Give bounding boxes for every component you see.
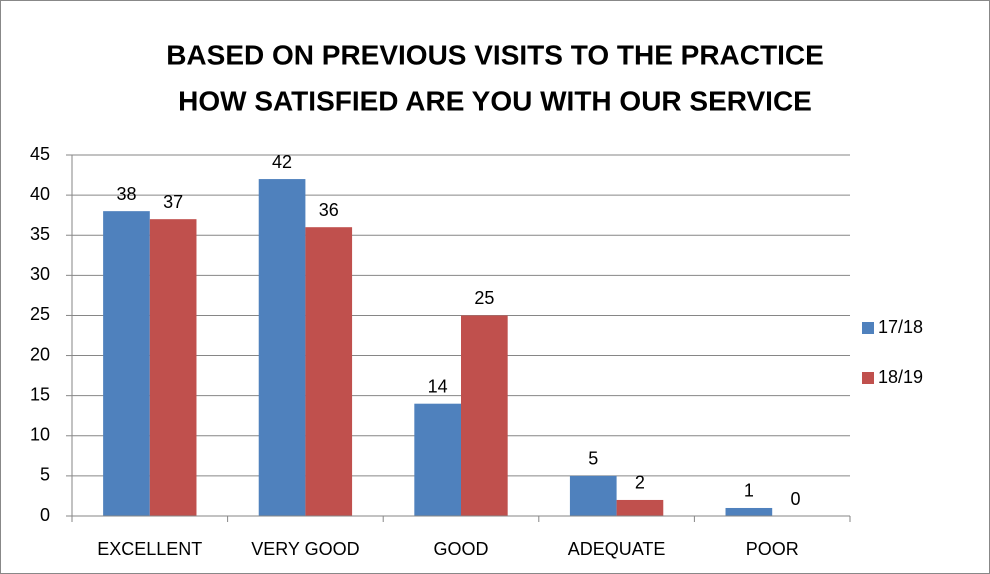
y-tick-label: 35	[30, 224, 50, 244]
y-tick-label: 0	[40, 505, 50, 525]
y-tick-label: 5	[40, 465, 50, 485]
bar	[258, 179, 306, 517]
data-label: 37	[163, 192, 183, 212]
chart-title: BASED ON PREVIOUS VISITS TO THE PRACTICE	[166, 39, 824, 70]
y-tick-label: 25	[30, 304, 50, 324]
bar	[103, 211, 150, 516]
x-tick-label: ADEQUATE	[568, 539, 666, 559]
y-tick-label: 10	[30, 425, 50, 445]
bar	[414, 403, 461, 516]
legend-label: 17/18	[878, 317, 923, 337]
x-tick-label: GOOD	[433, 539, 488, 559]
bar	[616, 499, 664, 516]
bar	[305, 227, 353, 516]
x-tick-label: VERY GOOD	[251, 539, 359, 559]
x-tick-label: EXCELLENT	[97, 539, 202, 559]
data-label: 36	[319, 200, 339, 220]
y-tick-label: 20	[30, 344, 50, 364]
y-tick-label: 45	[30, 144, 50, 164]
data-label: 14	[428, 376, 448, 396]
bar	[725, 507, 773, 516]
bar	[569, 475, 617, 516]
data-label: 0	[791, 489, 801, 509]
chart-title: HOW SATISFIED ARE YOU WITH OUR SERVICE	[178, 85, 812, 116]
data-label: 5	[588, 449, 598, 469]
data-label: 42	[272, 152, 292, 172]
data-label: 2	[635, 473, 645, 493]
bar	[149, 219, 197, 516]
bar	[461, 315, 508, 516]
legend-label: 18/19	[878, 367, 923, 387]
y-tick-label: 40	[30, 184, 50, 204]
y-tick-label: 15	[30, 384, 50, 404]
y-tick-label: 30	[30, 264, 50, 284]
data-label: 38	[116, 184, 136, 204]
x-tick-label: POOR	[746, 539, 799, 559]
legend-swatch	[862, 372, 874, 384]
legend-swatch	[862, 322, 874, 334]
data-label: 25	[474, 288, 494, 308]
data-label: 1	[744, 481, 754, 501]
